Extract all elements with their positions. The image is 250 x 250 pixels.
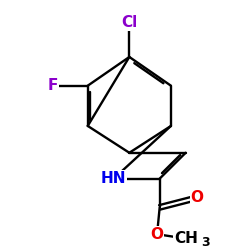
Text: O: O [190,190,203,205]
Text: 3: 3 [201,236,209,249]
Text: CH: CH [174,232,198,246]
Text: Cl: Cl [121,15,138,30]
Text: O: O [150,227,164,242]
Text: F: F [48,78,58,93]
Text: HN: HN [101,171,126,186]
